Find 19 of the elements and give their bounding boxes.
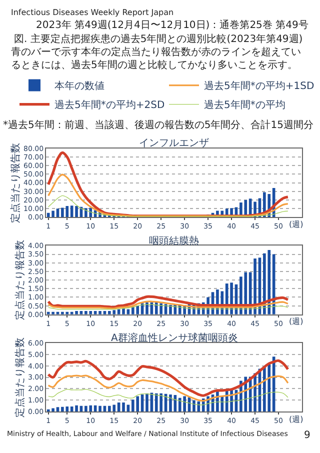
legend-label: 過去5年間*の平均+1SD: [204, 80, 314, 92]
x-axis-title: (週): [289, 415, 304, 424]
text: 青のバーで示す本年の定点当たり報告数が赤のラインを超えているときには、過去5年間の週と比較してかなり多いことを示す。: [11, 46, 301, 71]
y-axis-title: 定点当たり報告数: [10, 142, 22, 223]
y-axis-title: 定点当たり報告数: [14, 240, 26, 320]
legend-label: 過去5年間*の平均: [204, 99, 286, 112]
chart-title: 咽頭結膜熱: [149, 235, 199, 247]
chart-title: インフルエンザ: [139, 138, 209, 149]
text: 2023年 第49週(12月4日〜12月10日)：通巻第25巻 第49号: [36, 19, 308, 31]
chart-title: A群溶血性レンサ球菌咽頭炎: [111, 332, 238, 344]
legend-label: 本年の数値: [54, 80, 104, 92]
text: Infectious Diseases Weekly Report Japan: [11, 8, 174, 17]
legend-label: 過去5年間*の平均+2SD: [54, 99, 165, 112]
x-axis-title: (週): [289, 317, 304, 326]
text: 図. 主要定点把握疾患の過去5年間との週別比較(2023年第49週): [14, 33, 303, 45]
y-axis-title: 定点当たり報告数: [14, 337, 26, 418]
text: *過去5年間：前週、当該週、後週の報告数の5年間分、合計15週間分: [3, 119, 314, 131]
x-axis-title: (週): [289, 220, 304, 229]
text: 9: [304, 430, 310, 441]
